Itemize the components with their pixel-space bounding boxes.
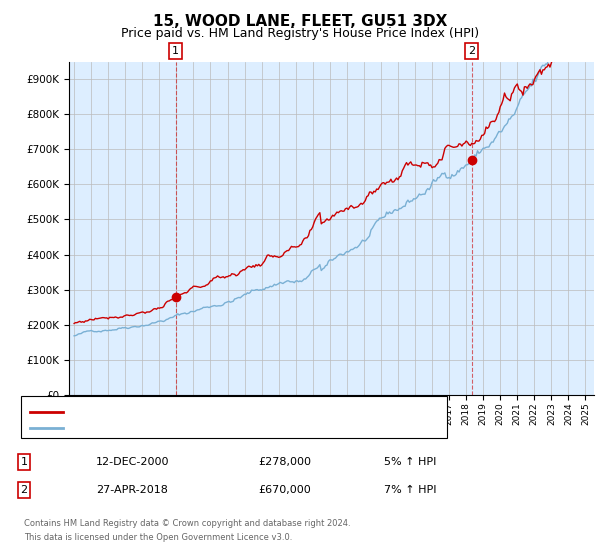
Text: 12-DEC-2000: 12-DEC-2000 <box>96 457 170 467</box>
Text: £670,000: £670,000 <box>258 485 311 495</box>
Text: £278,000: £278,000 <box>258 457 311 467</box>
Text: 1: 1 <box>20 457 28 467</box>
Text: HPI: Average price, detached house, Hart: HPI: Average price, detached house, Hart <box>69 423 271 433</box>
Text: 15, WOOD LANE, FLEET, GU51 3DX (detached house): 15, WOOD LANE, FLEET, GU51 3DX (detached… <box>69 407 331 417</box>
Text: Price paid vs. HM Land Registry's House Price Index (HPI): Price paid vs. HM Land Registry's House … <box>121 27 479 40</box>
Text: 15, WOOD LANE, FLEET, GU51 3DX: 15, WOOD LANE, FLEET, GU51 3DX <box>153 14 447 29</box>
Text: This data is licensed under the Open Government Licence v3.0.: This data is licensed under the Open Gov… <box>24 533 292 542</box>
Text: 7% ↑ HPI: 7% ↑ HPI <box>384 485 437 495</box>
Text: 2: 2 <box>468 46 475 56</box>
Text: 27-APR-2018: 27-APR-2018 <box>96 485 168 495</box>
Text: 5% ↑ HPI: 5% ↑ HPI <box>384 457 436 467</box>
Text: 1: 1 <box>172 46 179 56</box>
Text: 2: 2 <box>20 485 28 495</box>
Text: Contains HM Land Registry data © Crown copyright and database right 2024.: Contains HM Land Registry data © Crown c… <box>24 519 350 528</box>
